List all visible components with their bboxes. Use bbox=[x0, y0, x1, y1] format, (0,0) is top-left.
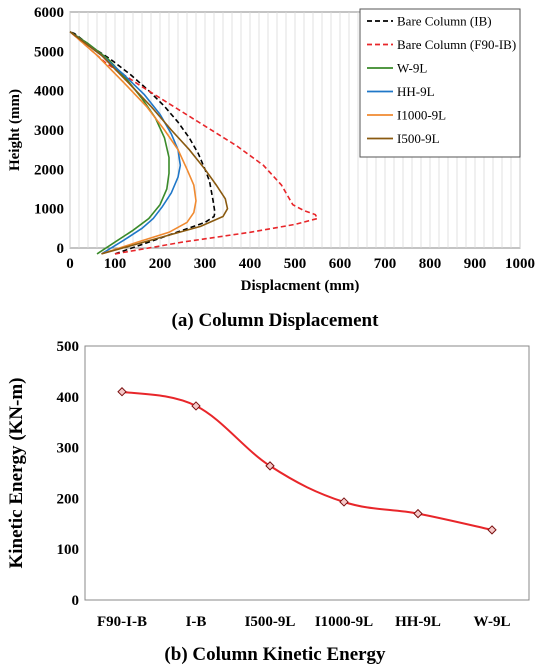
x-tick-label: 900 bbox=[464, 256, 487, 272]
kinetic-energy-chart: 0 100 200 300 400 500 F90-I-B I-B I500-9L I1000-9… bbox=[6, 339, 530, 665]
category-label: F90-I-B bbox=[97, 614, 147, 630]
x-tick-label: 300 bbox=[194, 256, 217, 272]
y-tick-label: 6000 bbox=[34, 5, 64, 21]
kinetic-energy-line bbox=[121, 390, 493, 531]
series-line-3 bbox=[69, 31, 170, 255]
chart-b-series bbox=[117, 387, 497, 535]
chart-a-y-axis-title: Height (mm) bbox=[7, 89, 23, 171]
chart-a-legend: Bare Column (IB) Bare Column (F90-IB) W-9L… bbox=[359, 8, 521, 158]
legend-label: Bare Column (IB) bbox=[397, 14, 492, 29]
data-point-f90-i-b bbox=[117, 387, 127, 397]
chart-a-x-axis-title: Displacment (mm) bbox=[241, 278, 360, 294]
x-tick-label: 200 bbox=[149, 256, 172, 272]
category-label: I-B bbox=[186, 614, 207, 630]
x-tick-label: 0 bbox=[66, 256, 74, 272]
chart-b-ticks: 0 100 200 300 400 500 F90-I-B I-B I500-9L I1000-9… bbox=[57, 339, 511, 630]
y-tick-label: 1000 bbox=[34, 202, 64, 218]
data-point-i500-9l bbox=[265, 461, 275, 471]
category-label: HH-9L bbox=[395, 614, 441, 630]
series-line-4 bbox=[69, 31, 182, 255]
y-tick-label: 0 bbox=[72, 593, 80, 609]
x-tick-label: 800 bbox=[419, 256, 442, 272]
x-tick-label: 1000 bbox=[505, 256, 535, 272]
data-point-w-9l bbox=[487, 525, 497, 535]
displacement-chart: 0 100 200 300 400 500 600 700 800 900 1000 0 1000 200… bbox=[7, 5, 535, 331]
category-label: I1000-9L bbox=[315, 614, 373, 630]
chart-b-plot-frame bbox=[84, 345, 530, 601]
y-tick-label: 5000 bbox=[34, 44, 64, 60]
x-tick-label: 100 bbox=[104, 256, 127, 272]
y-tick-label: 4000 bbox=[34, 84, 64, 100]
y-tick-label: 200 bbox=[57, 491, 80, 507]
legend-label: HH-9L bbox=[397, 84, 435, 99]
x-tick-label: 700 bbox=[374, 256, 397, 272]
legend-label: I500-9L bbox=[397, 131, 440, 146]
series-line-6 bbox=[69, 31, 229, 255]
data-point-hh-9l bbox=[413, 508, 423, 519]
chart-a-ticks: 0 100 200 300 400 500 600 700 800 900 1000 0 1000 200… bbox=[34, 5, 535, 272]
x-tick-label: 400 bbox=[239, 256, 262, 272]
series-line-5 bbox=[69, 31, 197, 255]
x-tick-label: 600 bbox=[329, 256, 352, 272]
series-line-1 bbox=[69, 30, 216, 255]
x-tick-label: 500 bbox=[284, 256, 307, 272]
y-tick-label: 300 bbox=[57, 441, 80, 457]
y-tick-label: 2000 bbox=[34, 162, 64, 178]
y-tick-label: 100 bbox=[57, 542, 80, 558]
y-tick-label: 500 bbox=[57, 339, 80, 355]
legend-label: W-9L bbox=[397, 61, 427, 76]
series-line-2 bbox=[69, 31, 319, 255]
y-tick-label: 3000 bbox=[34, 123, 64, 139]
chart-b-y-axis-title: Kinetic Energy (KN-m) bbox=[6, 377, 27, 568]
data-point-i-b bbox=[191, 401, 201, 411]
data-point-i1000-9l bbox=[339, 497, 349, 507]
category-label: I500-9L bbox=[245, 614, 296, 630]
legend-label: I1000-9L bbox=[397, 108, 446, 123]
y-tick-label: 400 bbox=[57, 390, 80, 406]
legend-label: Bare Column (F90-IB) bbox=[397, 37, 516, 52]
chart-b-caption: (b) Column Kinetic Energy bbox=[164, 644, 386, 665]
legend-box bbox=[359, 8, 521, 158]
y-tick-label: 0 bbox=[57, 241, 65, 257]
chart-a-series bbox=[69, 30, 319, 255]
chart-a-caption: (a) Column Displacement bbox=[172, 310, 380, 331]
category-label: W-9L bbox=[474, 614, 511, 630]
